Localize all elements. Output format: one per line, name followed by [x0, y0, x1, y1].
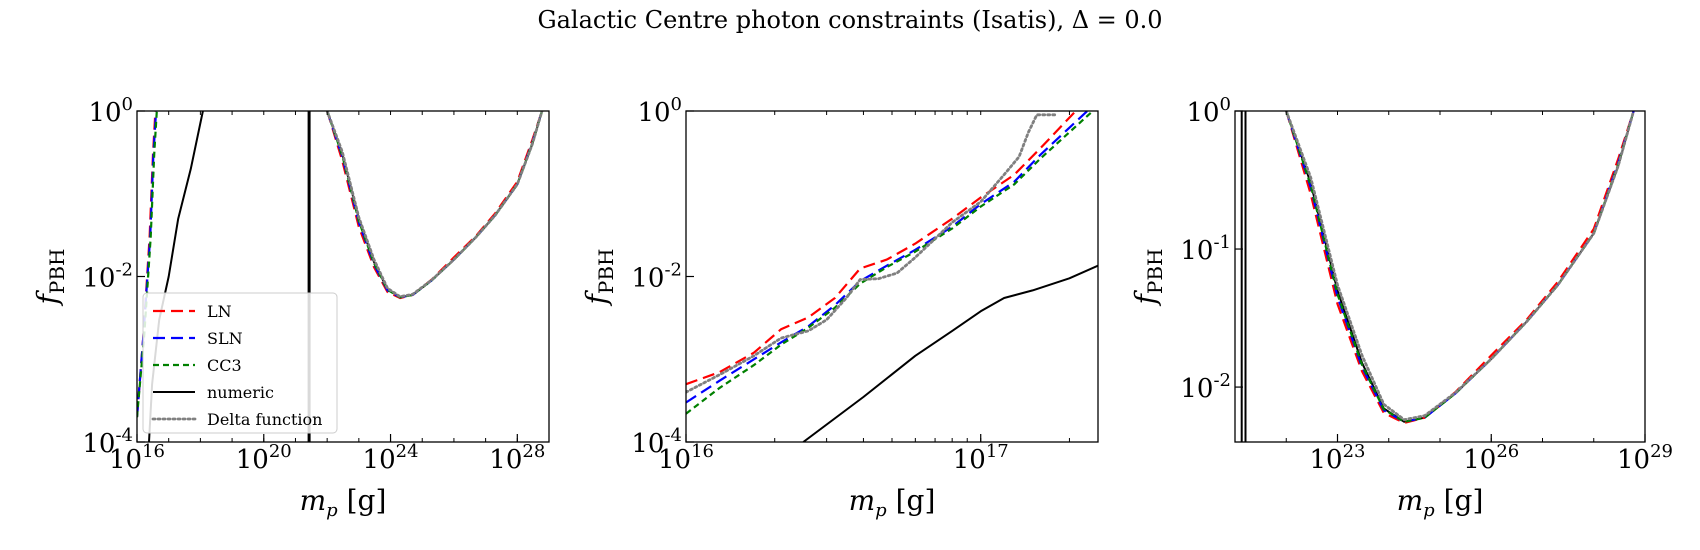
- series-line-numeric: [802, 264, 1098, 442]
- figure-title: Galactic Centre photon constraints (Isat…: [537, 6, 1163, 34]
- x-tick-label: 1029: [1617, 441, 1673, 475]
- legend-label: CC3: [207, 356, 242, 375]
- axes-frame: [1234, 110, 1646, 443]
- y-tick-label: 100: [1186, 94, 1231, 128]
- panel-1: 1016 1020 1024 1028 100 10-2 10-4 mp [g] fPBH: [31, 94, 550, 521]
- series-line-cc3: [1285, 111, 1635, 423]
- y-tick-label: 10-4: [82, 425, 133, 459]
- series-line-delta-function: [686, 113, 1058, 394]
- legend-label: numeric: [207, 383, 274, 402]
- x-axis-label: mp [g]: [849, 484, 936, 521]
- x-tick-label: 1020: [236, 441, 292, 475]
- y-tick-label: 10-4: [631, 425, 682, 459]
- y-axis-label: fPBH: [31, 249, 69, 307]
- x-tick-label: 1016: [658, 441, 714, 475]
- x-tick-label: 1026: [1463, 441, 1519, 475]
- series-line-delta-function: [325, 111, 544, 299]
- legend-label: Delta function: [207, 410, 322, 429]
- legend-box: [142, 292, 338, 434]
- legend: LN SLN CC3 numeric Delta function: [142, 292, 338, 434]
- axes-frame: [685, 110, 1099, 443]
- y-tick-label: 10-1: [1180, 232, 1231, 266]
- y-tick-label: 10-2: [631, 260, 682, 294]
- series-line-cc3: [326, 111, 544, 299]
- x-axis-label: mp [g]: [1397, 484, 1484, 521]
- series-line-sln: [326, 111, 544, 299]
- y-tick-label: 100: [637, 94, 682, 128]
- series-group: [137, 111, 544, 442]
- x-tick-label: 1023: [1310, 441, 1366, 475]
- series-line-sln: [686, 111, 1089, 404]
- x-tick-label: 1024: [363, 441, 419, 475]
- x-tick-label: 1017: [953, 441, 1009, 475]
- y-tick-label: 100: [88, 94, 133, 128]
- y-axis-label: fPBH: [580, 249, 618, 307]
- series-line-numeric: [1285, 111, 1635, 423]
- legend-label: SLN: [207, 329, 243, 348]
- series-line-cc3: [686, 111, 1094, 415]
- y-tick-label: 10-2: [82, 260, 133, 294]
- series-line-ln: [686, 111, 1077, 386]
- x-tick-label: 1028: [489, 441, 545, 475]
- x-tick-label: 1016: [109, 441, 165, 475]
- series-line-numeric: [326, 111, 543, 299]
- y-axis-label: fPBH: [1129, 249, 1167, 307]
- series-line-ln: [1285, 111, 1635, 424]
- series-line-ln: [326, 111, 544, 300]
- series-line-cc3: [137, 111, 158, 418]
- x-axis-label: mp [g]: [300, 484, 387, 521]
- series-group: [1240, 111, 1635, 442]
- y-tick-label: 10-2: [1180, 370, 1231, 404]
- series-group: [686, 111, 1098, 442]
- panel-3: 1023 1026 1029 100 10-1 10-2 mp [g] fPBH: [1129, 94, 1673, 521]
- series-line-sln: [1285, 111, 1635, 423]
- series-line-delta-function: [1284, 111, 1635, 422]
- panel-2: 1016 1017 100 10-2 10-4 mp [g] fPBH: [580, 94, 1099, 521]
- legend-label: LN: [207, 302, 232, 321]
